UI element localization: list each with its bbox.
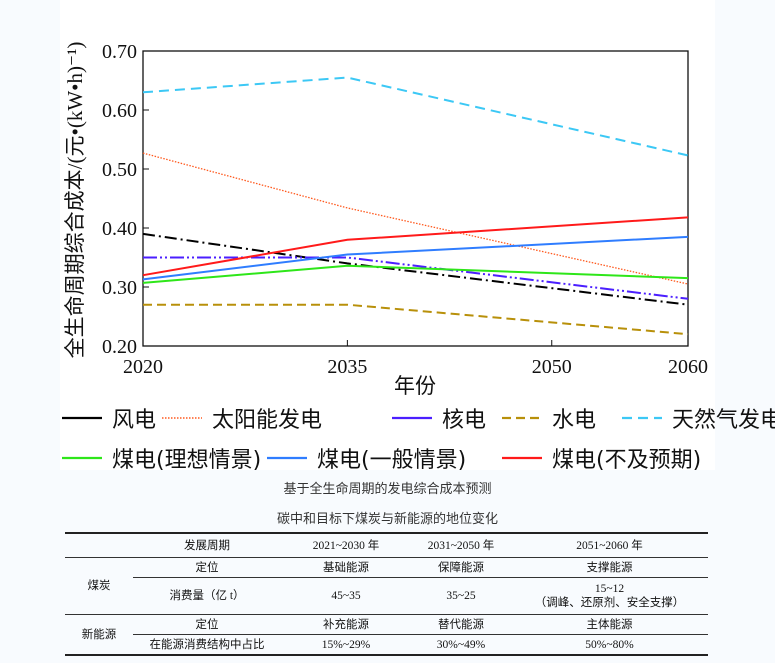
cell: 50%~80% [585,638,634,651]
legend-label: 水电 [552,408,597,433]
cell: 15%~29% [321,638,371,651]
line-chart: 0.20 0.30 0.40 0.50 0.60 0.70 2020 2035 2050 2060… [63,41,708,398]
series-line-6 [142,235,689,281]
y-tick-label: 0.30 [102,277,137,299]
legend-label: 太阳能发电 [212,408,323,433]
y-tick-label: 0.70 [102,41,137,63]
chart-caption: 基于全生命周期的发电综合成本预测 [283,482,492,497]
series-line-4 [142,76,689,157]
legend-label: 煤电(不及预期) [552,448,702,473]
legend-label: 核电 [442,408,487,433]
legend-label: 风电 [112,408,157,433]
cell: 主体能源 [511,614,708,635]
series-line-3 [143,303,689,336]
x-tick-label: 2060 [668,356,708,378]
cell: 基础能源 [281,557,411,578]
table-row: 消费量（亿 t） 45~35 35~25 15~12 （调峰、还原剂、安全支撑） [65,577,708,615]
series-line-1 [142,152,689,285]
header-cell: 2031~2050 年 [411,533,511,558]
cell: 在能源消费结构中占比 [149,638,265,651]
series-line-5 [142,264,689,284]
cell: 30%~49% [436,638,486,651]
legend-swatch [267,456,307,460]
cell: 15~12 （调峰、还原剂、安全支撑） [511,577,708,615]
header-cell: 2021~2030 年 [281,533,411,558]
x-tick-label: 2035 [327,356,367,378]
legend-item: 煤电(理想情景) [60,442,261,474]
cell: 补充能源 [281,614,411,635]
legend-item: 煤电(不及预期) [500,442,701,474]
series-line-0 [142,232,689,306]
coal-new-energy-table: 发展周期 2021~2030 年 2031~2050 年 2051~2060 年… [65,532,708,656]
table-header-row: 发展周期 2021~2030 年 2031~2050 年 2051~2060 年 [65,533,708,558]
header-cell: 2051~2060 年 [511,533,708,558]
y-axis-label: 全生命周期综合成本/(元•(kW•h)⁻¹) [63,42,87,359]
cell: 支撑能源 [511,557,708,578]
legend-swatch [502,456,542,460]
x-axis-label: 年份 [394,374,436,398]
x-tick-label: 2050 [532,356,572,378]
legend-item: 煤电(一般情景) [265,442,466,474]
chart-panel: 0.20 0.30 0.40 0.50 0.60 0.70 2020 2035 2050 2060… [60,0,715,470]
series-line-7 [142,216,689,277]
series-line-2 [143,256,689,300]
legend-swatch [62,456,102,460]
legend-item: 天然气发电 [620,402,775,434]
chart-legend: 风电 太阳能发电 核电 水电 天然气发电 煤电(理想情景) 煤电(一般情景) 煤电(不及预期… [60,402,775,482]
legend-swatch [622,416,662,420]
legend-item: 水电 [500,402,596,434]
legend-item: 太阳能发电 [160,402,322,434]
cell-note: （调峰、还原剂、安全支撑） [534,597,685,609]
header-cell: 发展周期 [133,533,281,558]
cell: 保障能源 [411,557,511,578]
cell: 替代能源 [411,614,511,635]
legend-item: 核电 [390,402,486,434]
new-energy-label: 新能源 [81,628,117,641]
x-tick-label: 2020 [123,356,163,378]
cell: 45~35 [281,577,411,615]
y-tick-label: 0.40 [102,218,137,240]
cell: 35~25 [411,577,511,615]
coal-label: 煤炭 [65,557,133,615]
table-caption: 碳中和目标下煤炭与新能源的地位变化 [276,512,498,527]
cell: 消费量（亿 t） [133,577,281,615]
table-row: 煤炭 定位 基础能源 保障能源 支撑能源 [65,557,708,615]
cell: 定位 [133,614,281,635]
plot-frame [142,50,689,347]
legend-label: 煤电(理想情景) [112,448,262,473]
legend-swatch [502,416,542,420]
legend-swatch [392,416,432,420]
cell-value: 15~12 [594,583,625,595]
y-tick-label: 0.20 [102,336,137,358]
cell: 定位 [133,557,281,578]
table-row: 新能源 定位 补充能源 替代能源 主体能源 [65,614,708,641]
y-tick-label: 0.50 [102,159,137,181]
legend-swatch [62,416,102,420]
legend-swatch [162,417,202,419]
legend-label: 天然气发电 [672,408,775,433]
legend-label: 煤电(一般情景) [317,448,467,473]
y-tick-label: 0.60 [102,100,137,122]
table-row: 在能源消费结构中占比 15%~29% 30%~49% 50%~80% [65,635,708,656]
legend-item: 风电 [60,402,156,434]
